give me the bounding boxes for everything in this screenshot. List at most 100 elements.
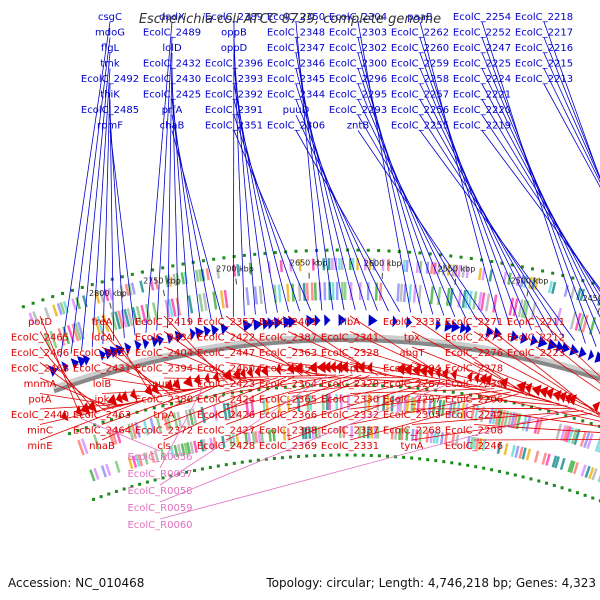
cog-colour-band — [418, 429, 423, 442]
rna-gene-label-leader — [159, 387, 204, 469]
green-ring-mark — [407, 386, 411, 390]
reverse-gene-label: EcolC_2239 — [445, 379, 503, 390]
forward-gene-arrow — [203, 325, 211, 338]
forward-gene-arrow — [368, 314, 378, 327]
reverse-gene-label-leader — [39, 362, 106, 412]
reverse-gene-label: mnmA — [24, 379, 57, 390]
cog-colour-band — [186, 442, 192, 455]
reverse-gene-label-leader — [287, 378, 429, 410]
green-ring-mark — [469, 257, 473, 261]
green-ring-mark — [575, 491, 579, 495]
green-ring-mark — [469, 393, 473, 397]
reverse-gene-label-leader — [163, 315, 229, 384]
green-ring-mark — [248, 459, 252, 463]
cog-colour-band — [510, 444, 516, 458]
reverse-gene-label: EcolC_2387 — [259, 333, 317, 344]
green-ring-mark — [439, 253, 443, 257]
cog-colour-band — [573, 428, 581, 445]
green-ring-mark — [31, 301, 35, 305]
forward-gene-label-leader — [419, 68, 532, 331]
reverse-gene-label: EcolC_2242 — [445, 410, 503, 421]
reverse-gene-arrow — [499, 377, 509, 389]
forward-gene-label-leader — [419, 52, 522, 328]
reverse-gene-label: EcolC_2305 — [383, 410, 441, 421]
green-ring-mark — [547, 409, 551, 413]
reverse-gene-label: pspF — [338, 364, 362, 375]
green-ring-mark — [193, 469, 197, 473]
forward-gene-arrow — [324, 314, 331, 327]
cog-colour-band — [262, 398, 267, 415]
forward-gene-arrow — [134, 339, 142, 352]
reverse-gene-label-leader — [411, 393, 568, 407]
green-ring-mark — [118, 415, 122, 419]
green-ring-mark — [450, 461, 454, 465]
cog-colour-band — [531, 277, 536, 290]
green-ring-mark — [537, 479, 541, 483]
cog-colour-band — [107, 288, 114, 301]
reverse-gene-label-leader — [101, 388, 195, 394]
forward-gene-label: rpmF — [97, 121, 123, 132]
forward-gene-label: dadX — [159, 12, 185, 23]
cog-colour-band — [117, 310, 125, 329]
green-ring-mark — [70, 288, 74, 292]
rna-gene-labels: EcolC_R0056 EcolC_R0057 EcolC_R0058 EcolC_R… — [81, 374, 576, 531]
cog-colour-band — [429, 286, 435, 305]
forward-gene-arrow — [530, 334, 539, 347]
cog-colour-band — [445, 287, 451, 307]
forward-gene-label: EcolC_2225 — [453, 59, 511, 70]
green-ring-mark — [416, 386, 420, 390]
green-ring-mark — [92, 497, 96, 501]
reverse-gene-label: EcolC_2297 — [383, 395, 441, 406]
cog-colour-band — [28, 312, 35, 325]
cog-colour-band — [176, 411, 183, 428]
green-ring-mark — [222, 392, 226, 396]
cog-colour-band — [403, 396, 407, 413]
kbp-tick — [162, 290, 166, 297]
green-ring-mark — [242, 253, 246, 257]
green-ring-mark — [568, 488, 572, 492]
green-ring-mark — [561, 274, 565, 278]
green-ring-mark — [201, 259, 205, 263]
rna-gene-label: EcolC_R0058 — [127, 486, 192, 497]
cog-colour-band — [223, 289, 229, 308]
green-ring-mark — [169, 474, 173, 478]
cog-colour-band — [298, 259, 302, 272]
cog-colour-band — [310, 282, 314, 301]
rna-gene-label: EcolC_R0056 — [127, 452, 192, 463]
cog-colour-band — [580, 464, 587, 477]
forward-gene-label: puuD — [283, 105, 310, 116]
forward-gene-label-leader — [70, 37, 111, 354]
forward-gene-label-leader — [81, 52, 111, 351]
reverse-gene-arrow — [316, 361, 326, 374]
cog-colour-band — [399, 283, 404, 302]
forward-gene-label-leader — [481, 99, 600, 298]
green-ring-mark — [356, 248, 360, 252]
cog-colour-band — [149, 417, 156, 434]
reverse-gene-label: EcolC_2364 — [259, 379, 317, 390]
reverse-gene-arrow — [334, 361, 343, 374]
cog-colour-band — [562, 425, 570, 442]
cog-colour-band — [515, 274, 521, 287]
green-ring-mark — [474, 465, 478, 469]
green-ring-mark — [232, 255, 236, 259]
green-ring-mark — [301, 384, 305, 388]
cog-colour-band — [56, 302, 63, 316]
green-ring-mark — [377, 249, 381, 253]
reverse-gene-label: EcolC_2380 — [135, 395, 193, 406]
reverse-gene-label: EcolC_2369 — [259, 441, 317, 452]
forward-gene-arrow — [48, 365, 58, 377]
green-ring-mark — [297, 454, 301, 458]
cog-colour-band — [289, 259, 293, 272]
forward-gene-label-leader — [233, 130, 312, 311]
cog-colour-band — [579, 430, 587, 447]
cog-colour-band — [92, 434, 101, 451]
green-ring-mark — [110, 277, 114, 281]
cog-colour-band — [494, 408, 501, 425]
forward-gene-label: oppD — [221, 43, 248, 54]
cog-colour-band — [461, 265, 466, 278]
forward-gene-label-leader — [102, 83, 111, 344]
cog-colour-band — [382, 394, 386, 412]
forward-gene-label-leader — [357, 99, 467, 319]
kbp-label: 2750 kbp — [143, 276, 181, 285]
